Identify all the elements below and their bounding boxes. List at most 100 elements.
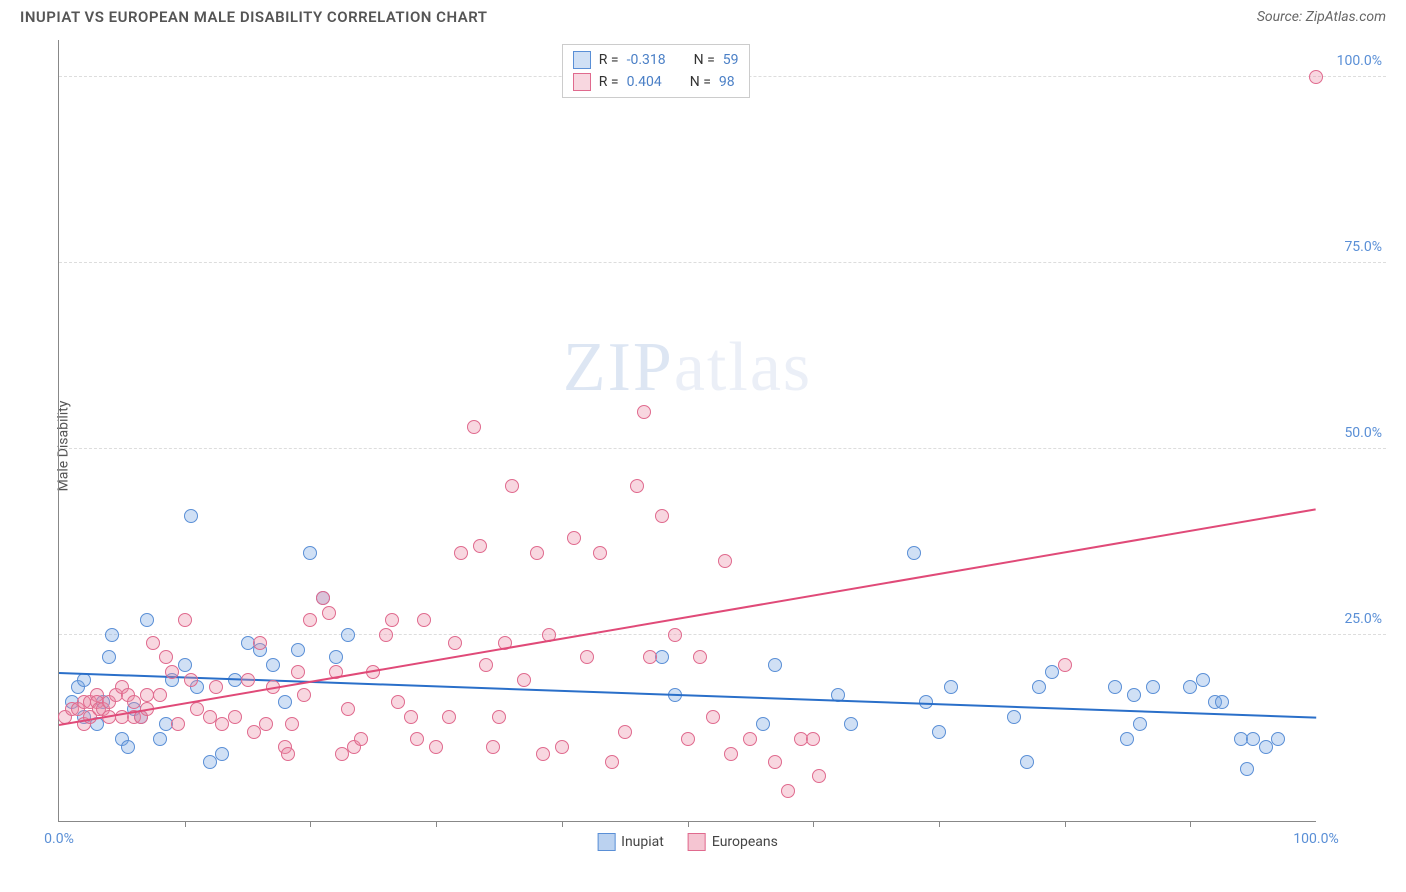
scatter-point <box>567 531 581 545</box>
x-tick-label: 100.0% <box>1293 831 1338 847</box>
scatter-point <box>253 636 267 650</box>
scatter-point <box>203 755 217 769</box>
legend-swatch <box>688 833 706 851</box>
scatter-point <box>555 740 569 754</box>
x-tick <box>310 821 311 827</box>
chart-source: Source: ZipAtlas.com <box>1257 9 1386 25</box>
scatter-point <box>1240 762 1254 776</box>
scatter-point <box>1120 732 1134 746</box>
scatter-point <box>1183 680 1197 694</box>
scatter-point <box>291 665 305 679</box>
scatter-point <box>718 554 732 568</box>
scatter-point <box>756 717 770 731</box>
scatter-point <box>303 613 317 627</box>
scatter-point <box>637 405 651 419</box>
x-tick <box>185 821 186 827</box>
scatter-point <box>580 650 594 664</box>
scatter-point <box>1108 680 1122 694</box>
x-tick <box>688 821 689 827</box>
scatter-point <box>442 710 456 724</box>
legend-r-label: R = <box>599 74 619 90</box>
scatter-point <box>291 643 305 657</box>
scatter-point <box>944 680 958 694</box>
scatter-point <box>605 755 619 769</box>
scatter-point <box>806 732 820 746</box>
scatter-point <box>105 628 119 642</box>
y-tick-label: 100.0% <box>1337 53 1382 69</box>
scatter-point <box>316 591 330 605</box>
legend-stat-row: R = -0.318N = 59 <box>573 49 739 71</box>
scatter-point <box>593 546 607 560</box>
scatter-point <box>410 732 424 746</box>
scatter-point <box>505 479 519 493</box>
scatter-point <box>1146 680 1160 694</box>
scatter-point <box>1271 732 1285 746</box>
scatter-point <box>329 650 343 664</box>
legend-series-name: Europeans <box>712 834 778 850</box>
scatter-point <box>618 725 632 739</box>
scatter-point <box>630 479 644 493</box>
scatter-point <box>259 717 273 731</box>
scatter-point <box>1215 695 1229 709</box>
scatter-point <box>379 628 393 642</box>
plot-region: ZIPatlas R = -0.318N = 59R = 0.404N = 98… <box>58 40 1316 822</box>
x-tick <box>1190 821 1191 827</box>
scatter-point <box>907 546 921 560</box>
scatter-point <box>429 740 443 754</box>
legend-swatch <box>573 51 591 69</box>
scatter-point <box>467 420 481 434</box>
scatter-point <box>146 636 160 650</box>
scatter-point <box>215 747 229 761</box>
scatter-point <box>768 658 782 672</box>
scatter-point <box>693 650 707 664</box>
scatter-point <box>391 695 405 709</box>
scatter-point <box>486 740 500 754</box>
legend-series-name: Inupiat <box>621 834 664 850</box>
legend-n-label: N = <box>690 74 711 90</box>
scatter-point <box>1127 688 1141 702</box>
x-tick-label: 0.0% <box>44 831 74 847</box>
x-tick <box>562 821 563 827</box>
scatter-point <box>1045 665 1059 679</box>
scatter-point <box>781 784 795 798</box>
scatter-point <box>209 680 223 694</box>
scatter-point <box>812 769 826 783</box>
gridline <box>59 262 1386 263</box>
legend-n-value: 59 <box>723 52 739 68</box>
legend-r-value: 0.404 <box>627 74 662 90</box>
watermark: ZIPatlas <box>563 328 812 408</box>
legend-swatch <box>597 833 615 851</box>
scatter-point <box>1259 740 1273 754</box>
scatter-point <box>322 606 336 620</box>
scatter-point <box>706 710 720 724</box>
scatter-point <box>178 658 192 672</box>
scatter-point <box>1032 680 1046 694</box>
x-tick <box>939 821 940 827</box>
x-tick <box>813 821 814 827</box>
scatter-point <box>655 509 669 523</box>
scatter-point <box>454 546 468 560</box>
scatter-point <box>140 613 154 627</box>
scatter-point <box>1196 673 1210 687</box>
scatter-point <box>341 702 355 716</box>
scatter-point <box>102 650 116 664</box>
scatter-point <box>385 613 399 627</box>
scatter-point <box>165 665 179 679</box>
y-tick-label: 75.0% <box>1344 239 1382 255</box>
scatter-point <box>281 747 295 761</box>
chart-title: INUPIAT VS EUROPEAN MALE DISABILITY CORR… <box>20 8 488 26</box>
scatter-point <box>530 546 544 560</box>
scatter-point <box>247 725 261 739</box>
scatter-point <box>517 673 531 687</box>
y-tick-label: 25.0% <box>1344 611 1382 627</box>
scatter-point <box>473 539 487 553</box>
scatter-point <box>1007 710 1021 724</box>
scatter-point <box>266 658 280 672</box>
scatter-point <box>724 747 738 761</box>
scatter-point <box>121 740 135 754</box>
scatter-point <box>536 747 550 761</box>
legend-series-item: Inupiat <box>597 833 664 851</box>
scatter-point <box>404 710 418 724</box>
scatter-point <box>341 628 355 642</box>
scatter-point <box>492 710 506 724</box>
